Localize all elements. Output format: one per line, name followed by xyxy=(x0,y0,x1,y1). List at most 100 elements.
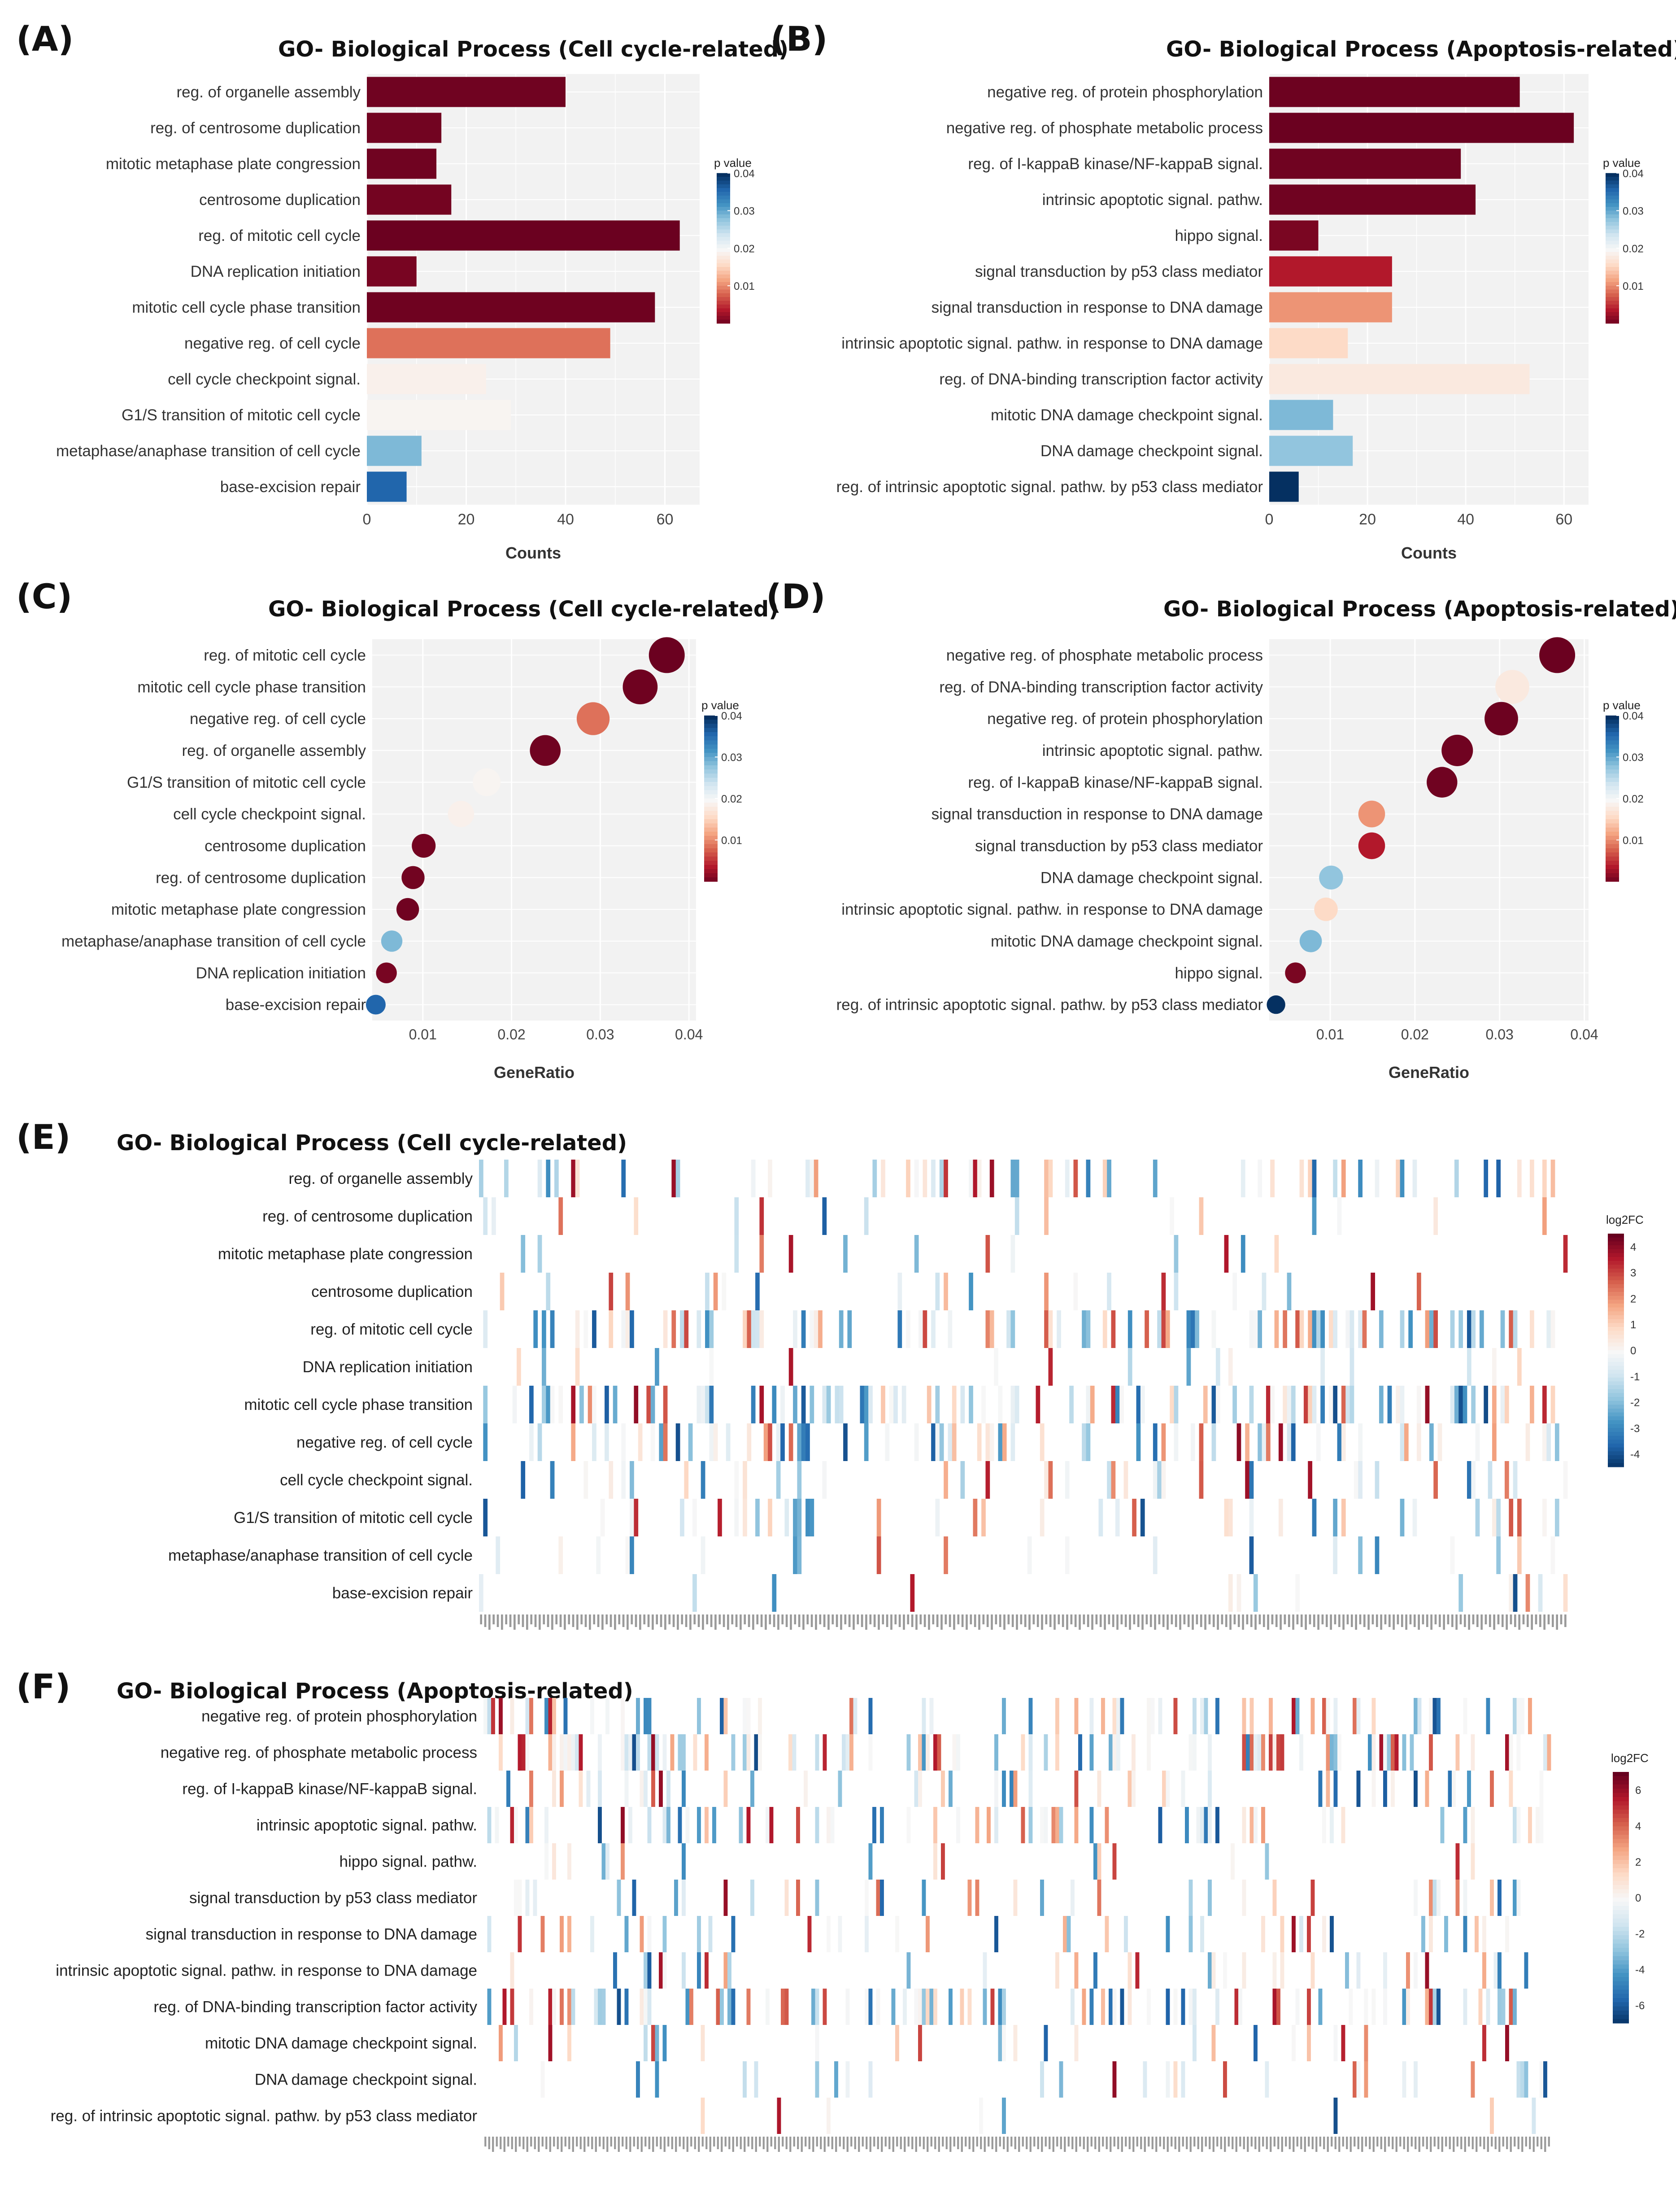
heat-cell xyxy=(1371,1734,1376,1771)
gene-label-mark xyxy=(1267,1614,1269,1630)
legend-swatch xyxy=(1608,1346,1624,1351)
heat-cell xyxy=(1450,1310,1455,1348)
heat-cell xyxy=(1517,1499,1522,1536)
legend-swatch xyxy=(717,184,730,188)
heat-cell xyxy=(815,1734,819,1771)
gene-label-mark xyxy=(492,1614,495,1624)
heat-cell xyxy=(575,1310,580,1348)
heat-cell xyxy=(1272,1989,1277,2025)
heat-cell xyxy=(1307,1989,1311,2025)
heat-cell xyxy=(797,1461,802,1499)
gene-label-mark xyxy=(1487,2137,1489,2152)
heat-cell xyxy=(1554,1499,1559,1536)
gene-label-mark xyxy=(1308,2137,1310,2147)
heat-cell xyxy=(1295,1310,1300,1348)
heat-cell xyxy=(1484,1160,1489,1197)
gene-label-mark xyxy=(747,2137,749,2147)
gene-label-mark xyxy=(507,2137,509,2147)
gene-label-mark xyxy=(1071,2137,1074,2149)
heat-cell xyxy=(634,1499,639,1536)
category-label: reg. of centrosome duplication xyxy=(150,119,361,137)
gene-label-mark xyxy=(1233,1614,1236,1624)
heat-cell xyxy=(933,1734,937,1771)
gene-label-mark xyxy=(1159,2137,1161,2147)
heat-cell xyxy=(544,1698,549,1734)
dot xyxy=(623,669,658,705)
panel-title-e: GO- Biological Process (Cell cycle-relat… xyxy=(117,1130,627,1156)
legend-swatch xyxy=(1606,319,1619,324)
legend-swatch xyxy=(1606,316,1619,320)
legend-swatch xyxy=(1613,1914,1629,1919)
heat-cell xyxy=(810,1386,814,1423)
legend-swatch xyxy=(1613,1994,1629,1998)
gene-label-mark xyxy=(752,1614,754,1630)
heat-cell xyxy=(483,1310,488,1348)
heat-cell xyxy=(944,1273,948,1310)
heat-cell xyxy=(510,1807,514,1843)
heat-cell xyxy=(1173,1989,1178,2025)
gene-label-mark xyxy=(805,2137,807,2147)
category-label: mitotic cell cycle phase transition xyxy=(132,299,361,316)
heat-cell xyxy=(1051,1807,1056,1843)
heat-cell xyxy=(1333,1160,1337,1197)
heat-cell xyxy=(579,1734,583,1771)
heat-cell xyxy=(1147,1698,1151,1734)
heat-cell xyxy=(1299,1310,1304,1348)
heat-cell xyxy=(1387,1386,1392,1423)
gene-label-mark xyxy=(1384,2137,1386,2152)
heat-cell xyxy=(1211,1952,1216,1989)
gene-label-mark xyxy=(627,1614,629,1630)
heat-cell xyxy=(1186,1348,1191,1386)
heat-cell xyxy=(680,1499,684,1536)
gene-label-mark xyxy=(697,1614,700,1627)
heat-cell xyxy=(552,1698,556,1734)
legend-swatch xyxy=(1606,289,1619,294)
heat-cell xyxy=(1463,1807,1467,1843)
heat-cell xyxy=(644,1989,648,2025)
heat-cell xyxy=(1127,1989,1132,2025)
gene-label-mark xyxy=(857,1614,859,1624)
heat-cell xyxy=(705,1807,709,1843)
legend-swatch xyxy=(1606,848,1619,853)
heat-cell xyxy=(987,1807,991,1843)
heat-cell xyxy=(1299,1160,1304,1197)
heat-cell xyxy=(977,1160,982,1197)
heat-cell xyxy=(621,1310,626,1348)
gene-label-mark xyxy=(1506,2137,1508,2149)
heat-cell xyxy=(1166,1771,1170,1807)
heat-cell xyxy=(670,1734,675,1771)
gene-label-mark xyxy=(972,2137,975,2152)
legend-swatch xyxy=(1608,1304,1624,1308)
legend-swatch xyxy=(704,860,718,865)
category-label: mitotic metaphase plate congression xyxy=(111,901,366,918)
legend-swatch xyxy=(1613,1998,1629,2003)
heat-cell xyxy=(1379,1734,1384,1771)
heat-cell xyxy=(872,1160,877,1197)
legend-swatch xyxy=(1608,1381,1624,1386)
gene-label-mark xyxy=(1237,1614,1240,1627)
heat-cell xyxy=(746,1989,751,2025)
gene-label-mark xyxy=(928,1614,930,1630)
heat-cell xyxy=(1278,1499,1283,1536)
gene-label-mark xyxy=(1354,2137,1356,2147)
heat-cell xyxy=(734,1461,739,1499)
heat-cell xyxy=(1330,1734,1334,1771)
legend-swatch xyxy=(717,207,730,211)
legend-swatch xyxy=(1606,263,1619,267)
heat-cell xyxy=(1166,1916,1170,1952)
heat-cell xyxy=(839,1310,844,1348)
heat-cell xyxy=(998,2025,1002,2061)
heat-cell xyxy=(906,1734,911,1771)
heat-cell xyxy=(948,1423,953,1461)
heat-cell xyxy=(1254,1807,1258,1843)
gene-label-mark xyxy=(1460,2137,1463,2149)
legend-swatch xyxy=(1613,1939,1629,1944)
legend-tick-label: 0.02 xyxy=(734,243,755,255)
heat-cell xyxy=(1200,1807,1204,1843)
gene-label-mark xyxy=(835,2137,837,2152)
heat-cell xyxy=(1542,1499,1547,1536)
dot xyxy=(1495,670,1529,704)
gene-label-mark xyxy=(781,1614,784,1624)
legend-tick-label: 0.03 xyxy=(1623,205,1644,218)
